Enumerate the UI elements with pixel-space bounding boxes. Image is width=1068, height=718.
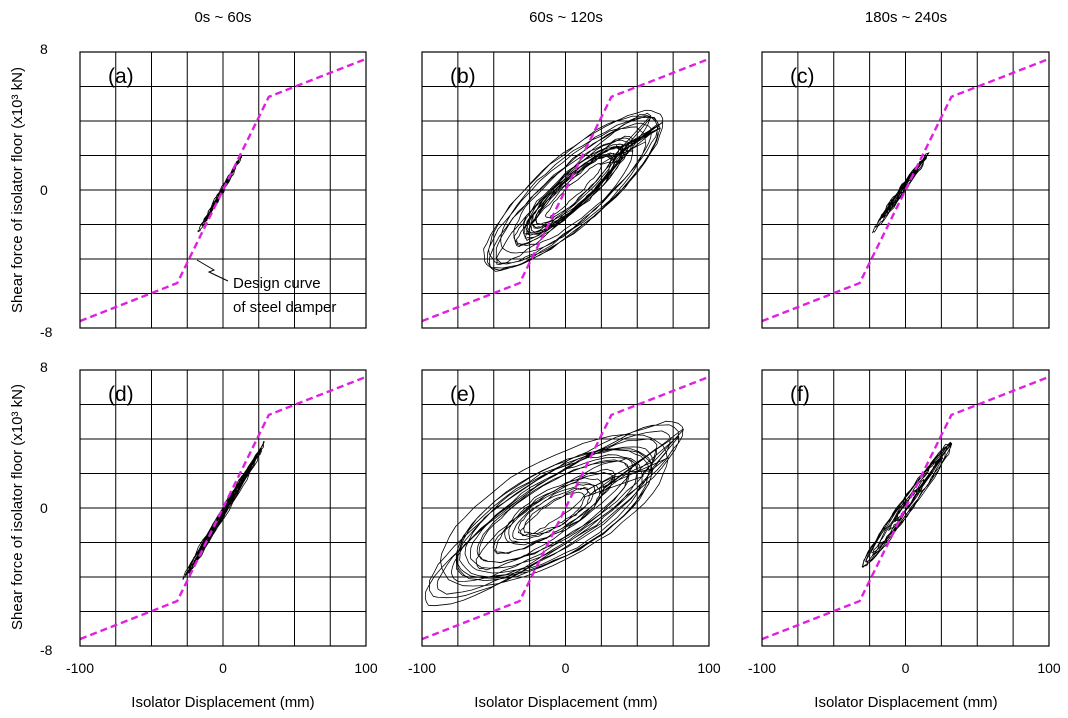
panel-label-f: (f): [790, 383, 810, 406]
annotation-line-1: Design curve: [233, 275, 321, 292]
design-curve-b: [421, 57, 710, 323]
xtick-label: 0: [219, 660, 227, 676]
plot-frame-d: [79, 369, 367, 647]
panel-label-e: (e): [450, 383, 476, 406]
panel-label-c: (c): [790, 65, 815, 88]
ytick-label: 8: [40, 41, 48, 57]
design-curve-f: [761, 375, 1050, 641]
panel-f: (f) -100 0 100: [748, 369, 1061, 676]
design-curve-c: [761, 57, 1050, 323]
ytick-label: 0: [40, 500, 48, 516]
panel-c: (c): [761, 51, 1050, 329]
column-title-2: 60s ~ 120s: [529, 9, 603, 26]
panel-label-b: (b): [450, 65, 476, 88]
plot-frame-e: [421, 369, 710, 647]
xlabel-3: Isolator Displacement (mm): [814, 694, 997, 711]
xtick-label: 100: [697, 660, 721, 676]
panels: (a)-808(b) (c)(d)-808-100 0 100(e)-100 0 100(…: [40, 41, 1061, 676]
ytick-label: -8: [40, 642, 53, 658]
panel-a: (a) -8 0 8: [40, 41, 367, 340]
grid-b: [422, 52, 709, 328]
xlabel-2: Isolator Displacement (mm): [474, 694, 657, 711]
xtick-label: 0: [902, 660, 910, 676]
plot-frame-f: [761, 369, 1050, 647]
design-curve-e: [421, 375, 710, 641]
design-curve-d: [79, 375, 367, 641]
ylabel-bottom: Shear force of isolator floor (x10³ kN): [9, 384, 26, 630]
column-titles: 0s ~ 60s 60s ~ 120s 180s ~ 240s: [194, 9, 947, 26]
column-title-1: 0s ~ 60s: [194, 9, 251, 26]
plot-frame-c: [761, 51, 1050, 329]
design-curve-annotation: Design curve of steel damper: [196, 259, 336, 316]
plot-frame-a: [79, 51, 367, 329]
axis-titles: Shear force of isolator floor (x10³ kN) …: [9, 67, 998, 711]
grid-d: [80, 370, 366, 646]
plot-frame-b: [421, 51, 710, 329]
hysteresis-loop-b: [483, 109, 664, 272]
panel-d: (d) -8 0 8 -100 0 100: [40, 359, 378, 676]
ytick-label: 0: [40, 182, 48, 198]
grid-f: [762, 370, 1049, 646]
ylabel-top: Shear force of isolator floor (x10³ kN): [9, 67, 26, 313]
xtick-label: 100: [1037, 660, 1061, 676]
xtick-label: -100: [748, 660, 776, 676]
panel-e: (e) -100 0 100: [408, 369, 721, 676]
panel-label-d: (d): [108, 383, 134, 406]
ytick-label: -8: [40, 324, 53, 340]
annotation-leader: [196, 259, 229, 282]
annotation-line-2: of steel damper: [233, 299, 336, 316]
hysteresis-loop-c: [872, 152, 930, 234]
xtick-label: 100: [354, 660, 378, 676]
grid-a: [80, 52, 366, 328]
xtick-label: -100: [66, 660, 94, 676]
xtick-label: 0: [562, 660, 570, 676]
hysteresis-loop-f: [861, 441, 953, 568]
panel-b: (b): [421, 51, 710, 329]
design-curve-a: [79, 57, 367, 323]
ytick-label: 8: [40, 359, 48, 375]
column-title-3: 180s ~ 240s: [865, 9, 947, 26]
hysteresis-loop-d: [182, 441, 265, 580]
xtick-label: -100: [408, 660, 436, 676]
grid-e: [422, 370, 709, 646]
grid-c: [762, 52, 1049, 328]
panel-label-a: (a): [108, 65, 134, 88]
hysteresis-loop-e: [424, 420, 684, 607]
xlabel-1: Isolator Displacement (mm): [131, 694, 314, 711]
